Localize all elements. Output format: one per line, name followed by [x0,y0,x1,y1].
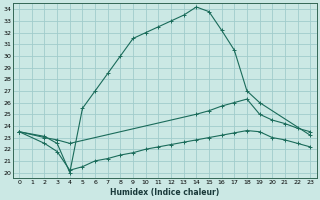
X-axis label: Humidex (Indice chaleur): Humidex (Indice chaleur) [110,188,219,197]
